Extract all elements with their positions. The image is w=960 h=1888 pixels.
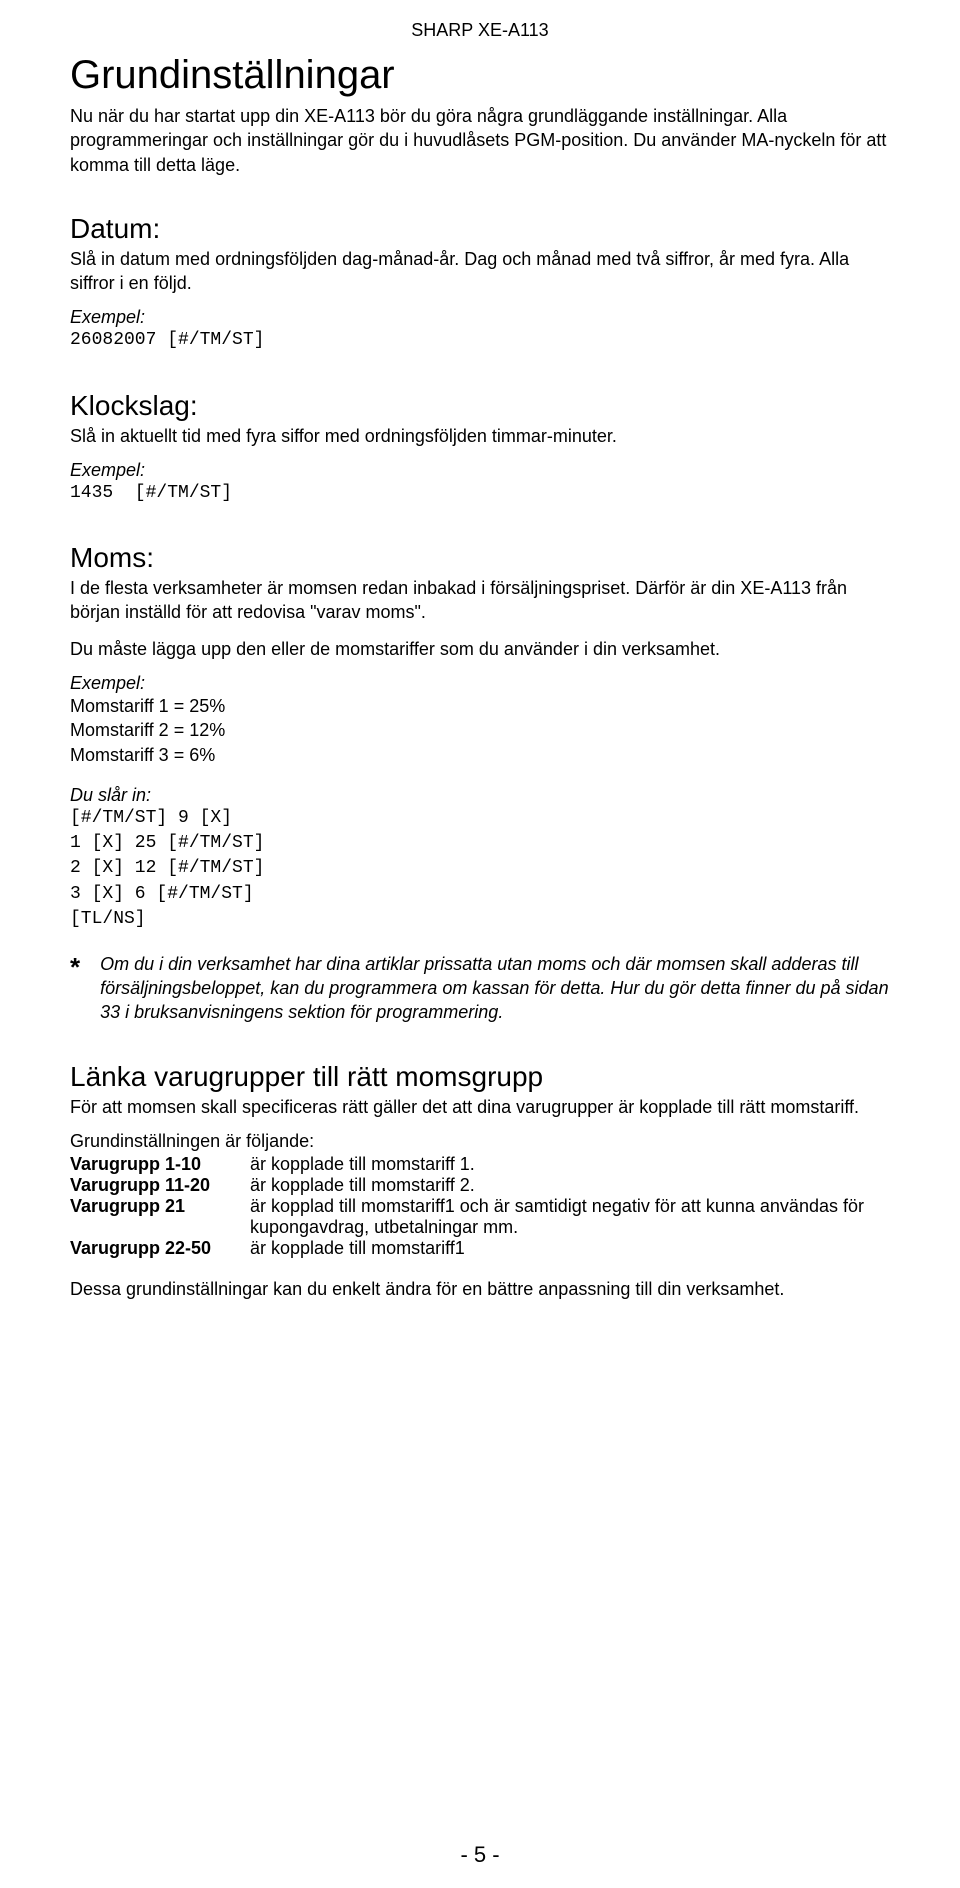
lanka-settings-label: Grundinställningen är följande: — [70, 1131, 890, 1152]
moms-note-lead: Om du i din verksamhet har dina artiklar… — [100, 954, 766, 974]
moms-input-code: [#/TM/ST] 9 [X] 1 [X] 25 [#/TM/ST] 2 [X]… — [70, 806, 890, 932]
datum-example-code: 26082007 [#/TM/ST] — [70, 328, 890, 353]
table-row: Varugrupp 1-10 är kopplade till momstari… — [70, 1154, 890, 1175]
moms-tariff-2: Momstariff 2 = 12% — [70, 718, 890, 742]
vg-desc-2: är kopplade till momstariff 2. — [250, 1175, 890, 1196]
moms-input-label: Du slår in: — [70, 785, 890, 806]
section-heading-lanka: Länka varugrupper till rätt momsgrupp — [70, 1061, 890, 1093]
vg-desc-3: är kopplad till momstariff1 och är samti… — [250, 1196, 890, 1238]
varugrupp-table: Varugrupp 1-10 är kopplade till momstari… — [70, 1154, 890, 1259]
page-number: - 5 - — [0, 1842, 960, 1868]
moms-note: * Om du i din verksamhet har dina artikl… — [70, 952, 890, 1025]
moms-tariff-3: Momstariff 3 = 6% — [70, 743, 890, 767]
lanka-body: För att momsen skall specificeras rätt g… — [70, 1095, 890, 1119]
section-heading-datum: Datum: — [70, 213, 890, 245]
vg-label-1: Varugrupp 1-10 — [70, 1154, 250, 1175]
lanka-footer: Dessa grundinställningar kan du enkelt ä… — [70, 1277, 890, 1301]
intro-paragraph: Nu när du har startat upp din XE-A113 bö… — [70, 104, 890, 177]
vg-desc-4: är kopplade till momstariff1 — [250, 1238, 890, 1259]
vg-desc-1: är kopplade till momstariff 1. — [250, 1154, 890, 1175]
section-heading-moms: Moms: — [70, 542, 890, 574]
section-heading-klockslag: Klockslag: — [70, 390, 890, 422]
table-row: Varugrupp 11-20 är kopplade till momstar… — [70, 1175, 890, 1196]
vg-label-3: Varugrupp 21 — [70, 1196, 250, 1217]
moms-body-1: I de flesta verksamheter är momsen redan… — [70, 576, 890, 625]
klockslag-body: Slå in aktuellt tid med fyra siffor med … — [70, 424, 890, 448]
moms-body-2: Du måste lägga upp den eller de momstari… — [70, 637, 890, 661]
klockslag-example-code: 1435 [#/TM/ST] — [70, 481, 890, 506]
vg-label-2: Varugrupp 11-20 — [70, 1175, 250, 1196]
vg-label-4: Varugrupp 22-50 — [70, 1238, 250, 1259]
asterisk-icon: * — [70, 954, 80, 980]
page-title: Grundinställningar — [70, 53, 890, 98]
product-header: SHARP XE-A113 — [70, 20, 890, 41]
moms-example-label: Exempel: — [70, 673, 890, 694]
datum-body: Slå in datum med ordningsföljden dag-mån… — [70, 247, 890, 296]
klockslag-example-label: Exempel: — [70, 460, 890, 481]
datum-example-label: Exempel: — [70, 307, 890, 328]
table-row: Varugrupp 21 är kopplad till momstariff1… — [70, 1196, 890, 1238]
moms-tariff-1: Momstariff 1 = 25% — [70, 694, 890, 718]
document-page: SHARP XE-A113 Grundinställningar Nu när … — [0, 0, 960, 1888]
table-row: Varugrupp 22-50 är kopplade till momstar… — [70, 1238, 890, 1259]
